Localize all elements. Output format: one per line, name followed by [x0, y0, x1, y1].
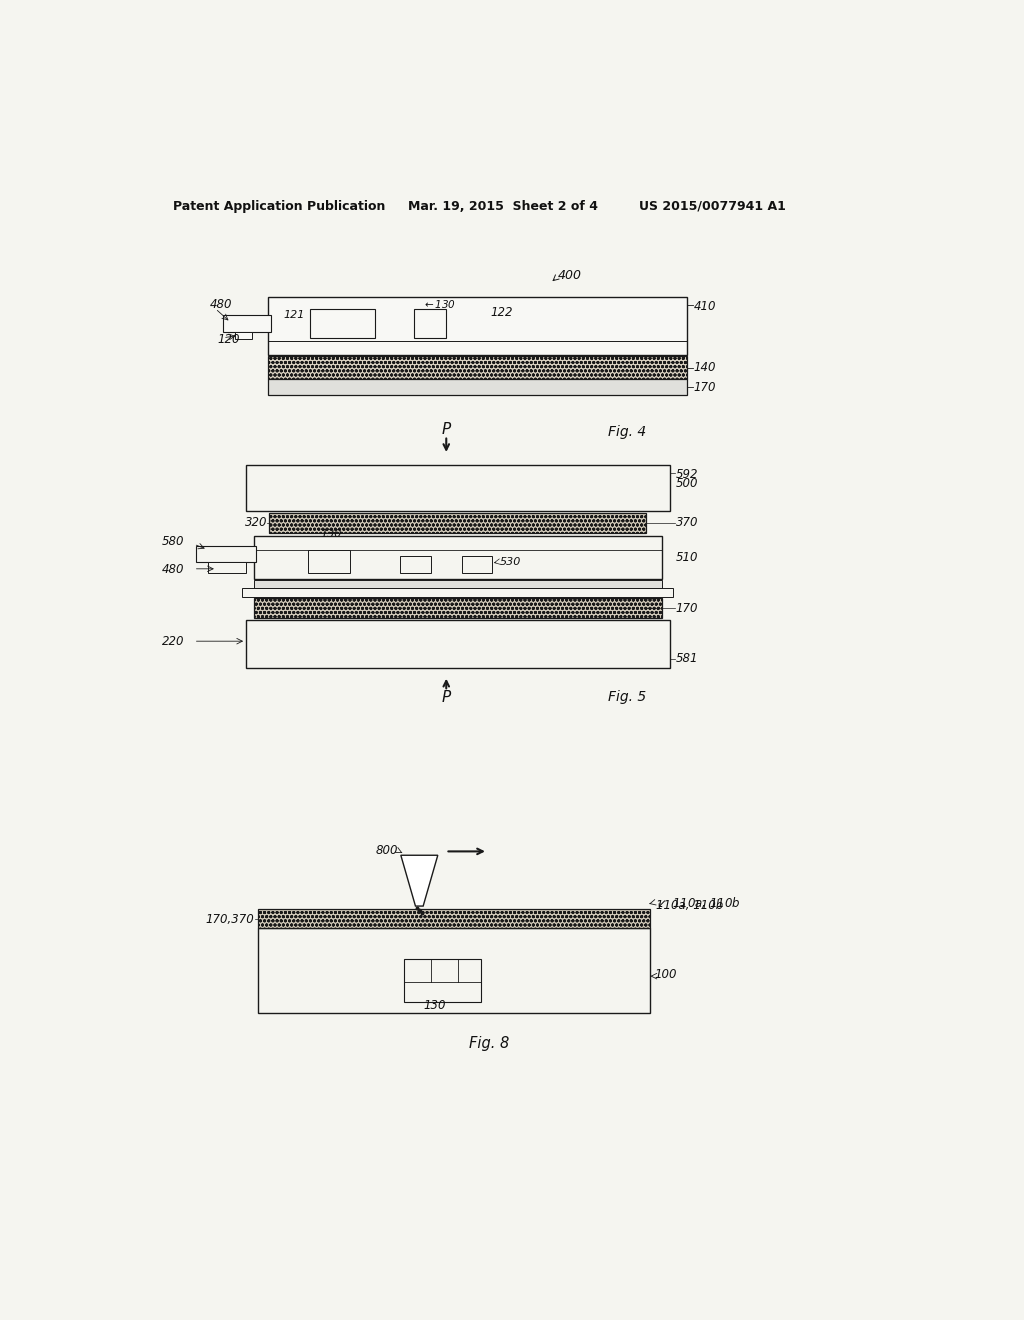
Text: 170: 170	[693, 380, 716, 393]
Bar	[246, 620, 670, 668]
Text: 320: 320	[245, 516, 267, 529]
Text: 410: 410	[693, 300, 716, 313]
Text: Fig. 8: Fig. 8	[469, 1036, 510, 1052]
Text: 480: 480	[162, 564, 184, 576]
Bar	[267, 356, 687, 379]
Text: P: P	[441, 690, 451, 705]
Bar	[254, 536, 662, 579]
Text: US 2015/0077941 A1: US 2015/0077941 A1	[639, 199, 785, 213]
Text: 130: 130	[424, 999, 446, 1012]
Bar	[208, 562, 246, 573]
Text: 580: 580	[162, 536, 184, 548]
Text: 592: 592	[676, 467, 698, 480]
Bar	[243, 589, 674, 597]
Text: 220: 220	[162, 635, 184, 648]
Bar	[246, 465, 670, 511]
Text: 500: 500	[676, 477, 698, 490]
Bar	[254, 579, 662, 589]
Text: Fig. 5: Fig. 5	[608, 690, 646, 705]
Text: $\leftarrow$130: $\leftarrow$130	[422, 298, 456, 310]
Text: Patent Application Publication: Patent Application Publication	[173, 199, 385, 213]
Bar	[254, 598, 662, 618]
Bar	[196, 546, 256, 562]
Bar	[414, 309, 446, 338]
Bar	[267, 379, 687, 395]
Text: 130: 130	[321, 529, 341, 539]
Text: $\swarrow$ 110a, 110b: $\swarrow$ 110a, 110b	[654, 895, 740, 911]
Text: 170,370: 170,370	[205, 912, 254, 925]
Text: 510: 510	[676, 550, 698, 564]
Bar	[223, 314, 270, 331]
Text: 400: 400	[558, 269, 582, 282]
Text: 121: 121	[284, 310, 304, 319]
Bar	[267, 297, 687, 355]
Bar	[258, 928, 650, 1014]
Text: 140: 140	[693, 362, 716, 375]
Bar	[258, 909, 650, 928]
Text: 581: 581	[676, 652, 698, 665]
Text: 800: 800	[375, 843, 397, 857]
Text: 370: 370	[676, 516, 698, 529]
Text: 110a, 110b: 110a, 110b	[656, 899, 724, 912]
Bar	[269, 512, 646, 533]
Bar	[310, 309, 376, 338]
Text: 530: 530	[500, 557, 521, 566]
Text: 100: 100	[654, 968, 677, 981]
Text: 120: 120	[217, 333, 240, 346]
Bar	[462, 556, 493, 573]
Polygon shape	[400, 855, 438, 906]
Text: Fig. 4: Fig. 4	[608, 425, 646, 438]
Bar	[236, 331, 252, 339]
Text: P: P	[441, 422, 451, 437]
Text: 170: 170	[676, 602, 698, 615]
Bar	[400, 556, 431, 573]
Text: 122: 122	[490, 306, 513, 319]
Text: Mar. 19, 2015  Sheet 2 of 4: Mar. 19, 2015 Sheet 2 of 4	[408, 199, 598, 213]
Bar	[307, 549, 350, 573]
Text: 480: 480	[210, 298, 232, 312]
Bar	[403, 960, 481, 1002]
